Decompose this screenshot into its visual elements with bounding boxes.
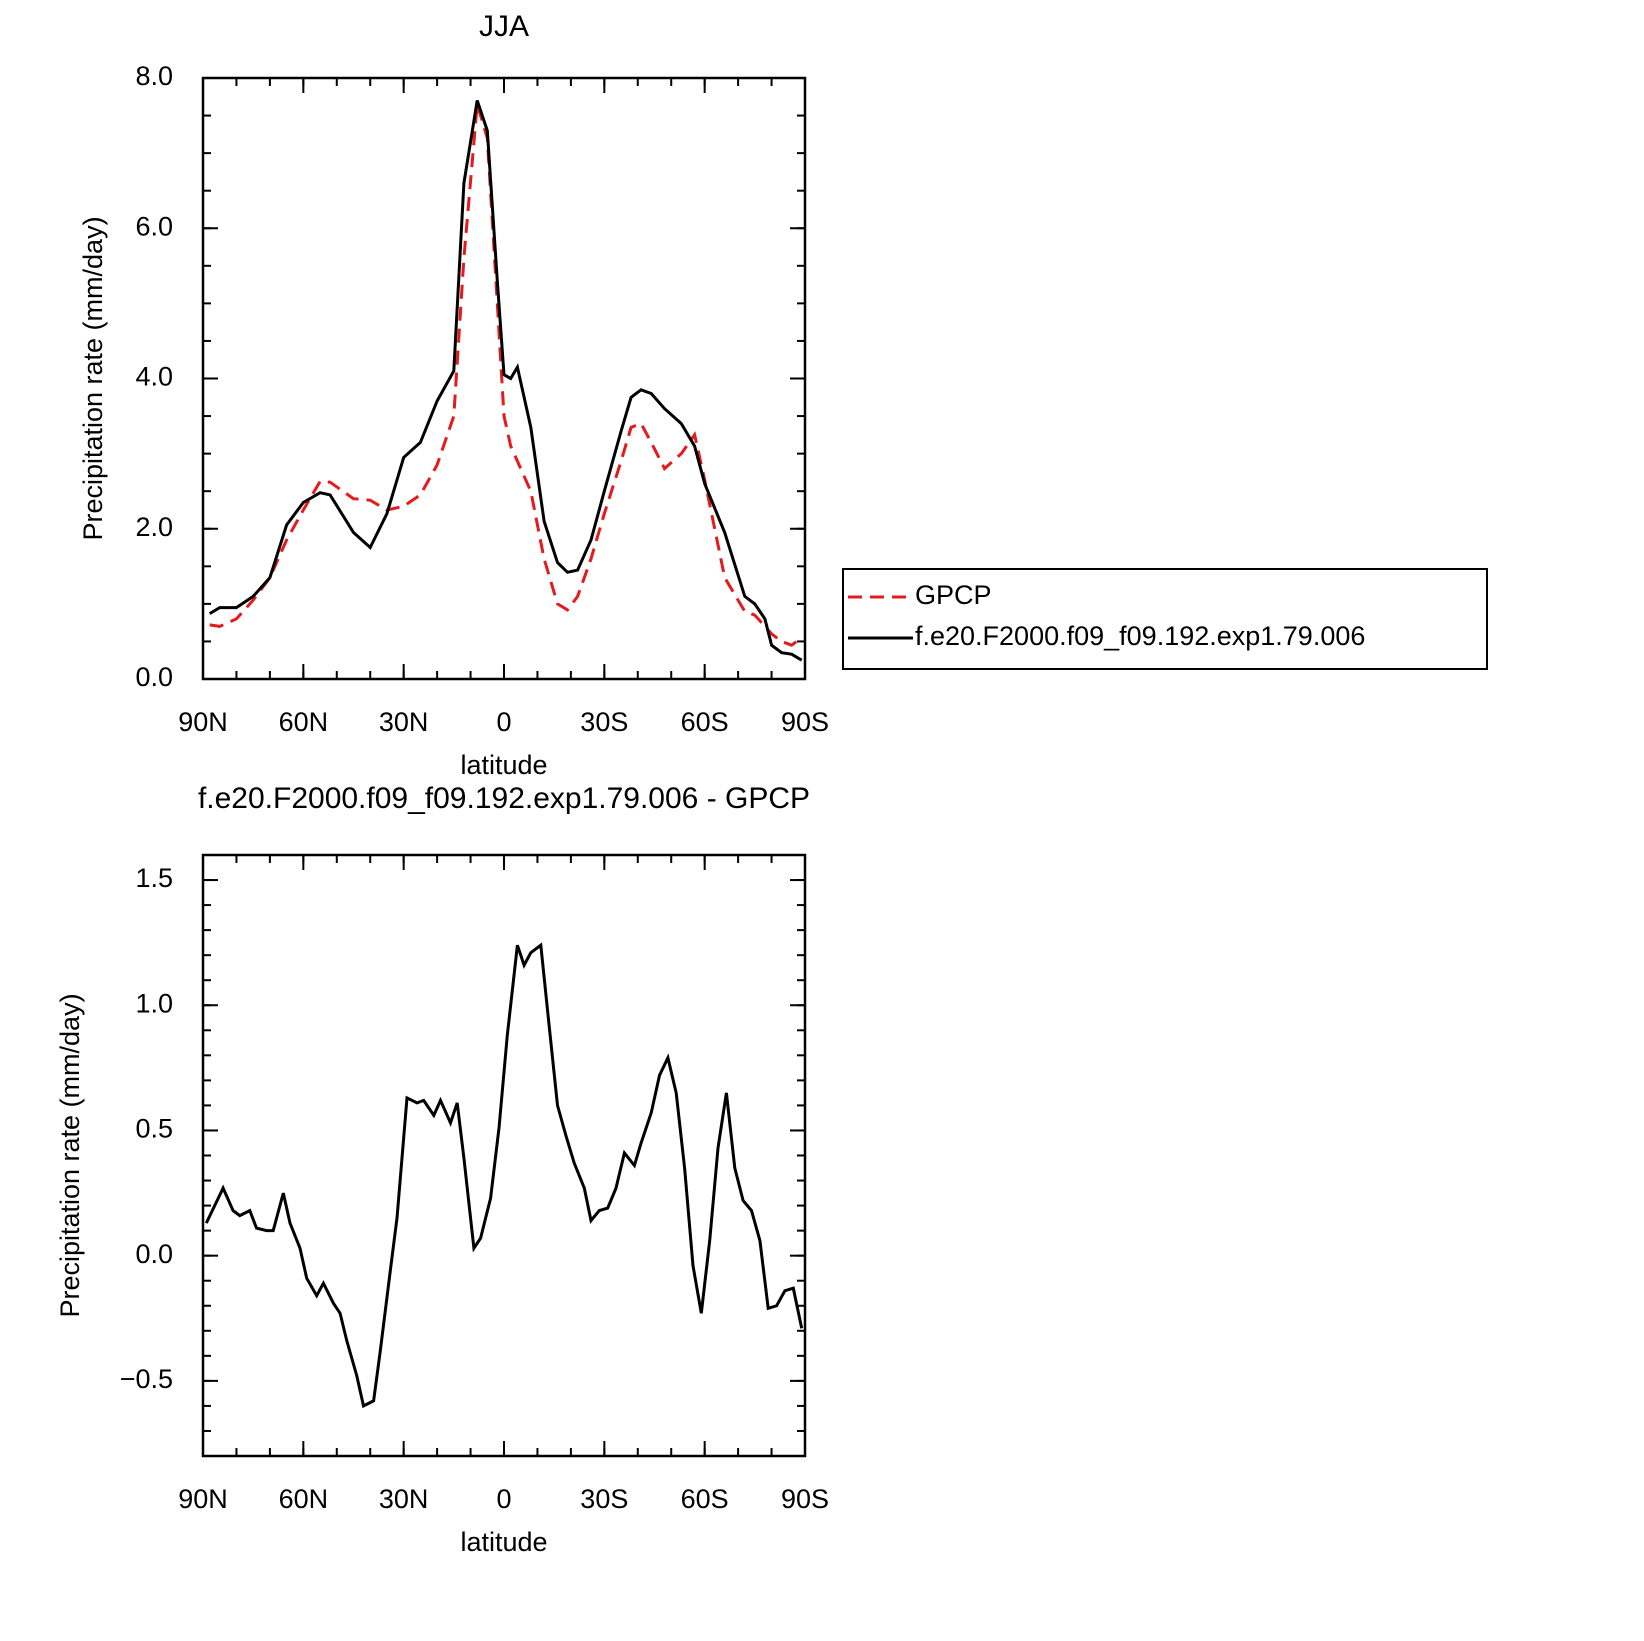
x-tick-label: 60N [279,1484,329,1514]
x-tick-label: 0 [496,1484,511,1514]
plot-frame [201,853,807,1458]
y-tick-label: 0.0 [135,662,173,692]
data-line [208,100,803,662]
x-tick-label: 30N [379,707,429,737]
x-tick-label: 30S [580,707,628,737]
y-tick-label: 0.0 [135,1239,173,1269]
y-tick-label: 6.0 [135,211,173,241]
x-tick-label: 90S [781,1484,829,1514]
x-tick-label: 90N [178,707,228,737]
x-tick-label: 30N [379,1484,429,1514]
legend-label: f.e20.F2000.f09_f09.192.exp1.79.006 [915,621,1365,651]
y-tick-label: 8.0 [135,61,173,91]
chart-title: f.e20.F2000.f09_f09.192.exp1.79.006 - GP… [198,782,810,815]
x-tick-label: 90S [781,707,829,737]
y-axis-label: Precipitation rate (mm/day) [78,216,108,540]
x-tick-label: 0 [496,707,511,737]
x-tick-label: 90N [178,1484,228,1514]
data-line [204,942,804,1409]
x-tick-label: 60S [681,707,729,737]
x-tick-label: 60N [279,707,329,737]
y-axis-label: Precipitation rate (mm/day) [55,993,85,1317]
y-tick-label: 1.0 [135,988,173,1018]
chart-title: JJA [479,10,529,43]
y-tick-label: −0.5 [120,1364,173,1394]
plot-frame [201,76,807,681]
x-axis-label: latitude [460,750,547,780]
x-tick-label: 30S [580,1484,628,1514]
y-tick-label: 1.5 [135,863,173,893]
y-tick-label: 4.0 [135,362,173,392]
legend-box [842,568,1488,670]
y-tick-label: 2.0 [135,512,173,542]
x-axis-label: latitude [460,1527,547,1557]
y-tick-label: 0.5 [135,1114,173,1144]
x-tick-label: 60S [681,1484,729,1514]
data-line [209,103,803,647]
legend-label: GPCP [915,580,992,610]
